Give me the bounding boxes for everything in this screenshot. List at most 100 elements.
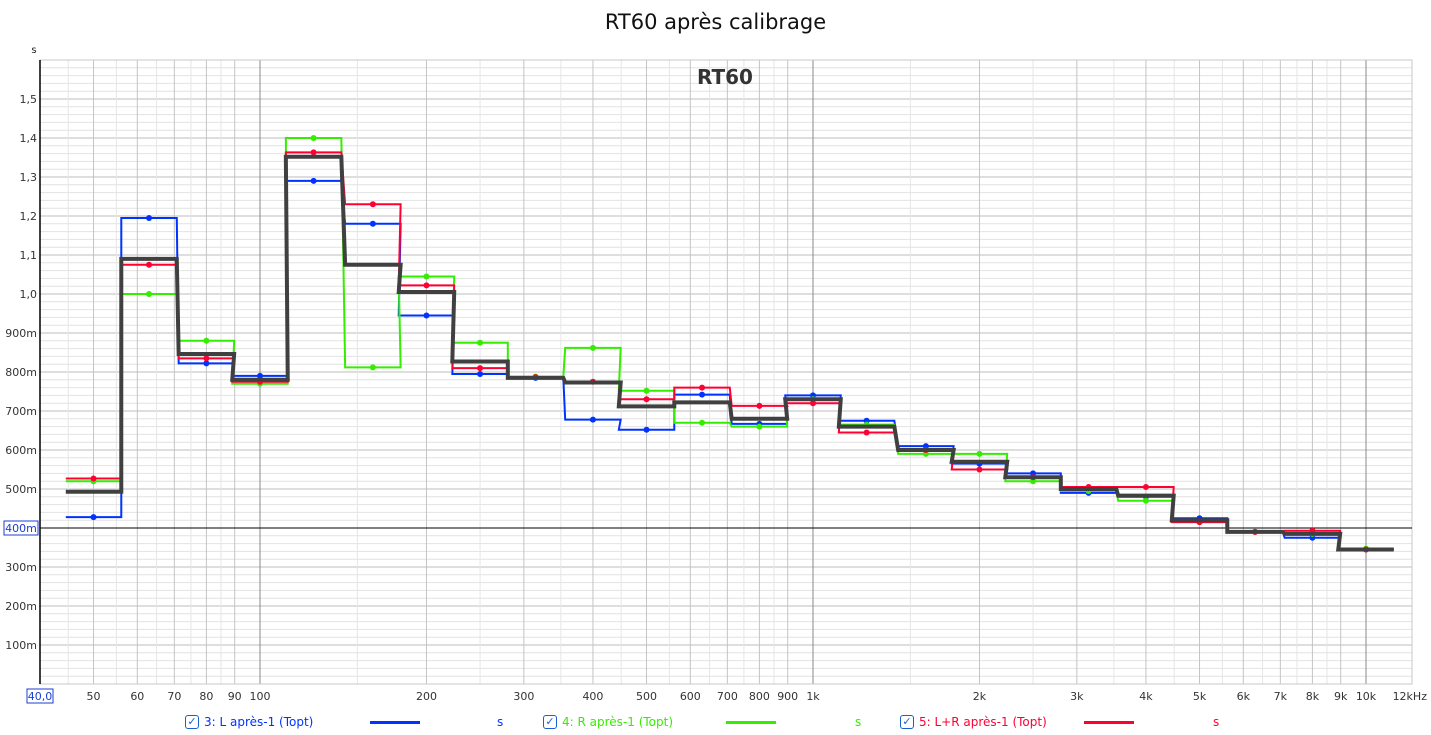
data-point	[203, 360, 210, 367]
y-tick-label: 1,5	[20, 93, 38, 106]
x-tick-label: 70	[167, 690, 181, 703]
x-tick-label: 5k	[1193, 690, 1207, 703]
data-point	[257, 372, 263, 379]
y-tick-label: 900m	[5, 327, 37, 340]
data-point	[310, 135, 317, 141]
y-tick-label: 600m	[5, 444, 37, 457]
x-tick-label: 9k	[1334, 690, 1348, 703]
x-tick-label: 500	[636, 690, 657, 703]
x-tick-label: 7k	[1274, 690, 1288, 703]
x-tick-label: 200	[416, 690, 437, 703]
legend-unit: s	[855, 715, 862, 729]
data-point	[146, 214, 153, 221]
series-line-3	[65, 154, 1394, 552]
x-tick-label: 90	[228, 690, 242, 703]
x-tick-label: 10k	[1356, 690, 1377, 703]
legend-item[interactable]: ✓ 5: L+R après-1 (Topt)	[900, 715, 1047, 729]
data-point	[1142, 497, 1149, 504]
x-tick-label: 100	[250, 690, 271, 703]
data-point	[203, 337, 210, 344]
x-tick-label: 800	[749, 690, 770, 703]
x-tick-label: 900	[777, 690, 798, 703]
y-tick-label: 300m	[5, 561, 37, 574]
cursor-y-box	[3, 520, 39, 536]
y-tick-label: 1,1	[20, 249, 38, 262]
checkbox-checked-icon[interactable]: ✓	[543, 715, 557, 729]
data-point	[976, 466, 983, 473]
legend-item[interactable]: ✓ 4: R après-1 (Topt)	[543, 715, 673, 729]
data-point	[589, 416, 596, 423]
data-point	[423, 282, 430, 289]
legend-label: 5: L+R après-1 (Topt)	[919, 715, 1047, 729]
data-point	[369, 220, 376, 227]
data-point	[699, 391, 706, 398]
x-tick-label: 8k	[1306, 690, 1320, 703]
legend-item[interactable]: ✓ 3: L après-1 (Topt)	[185, 715, 313, 729]
checkbox-checked-icon[interactable]: ✓	[900, 715, 914, 729]
legend-unit: s	[497, 715, 504, 729]
series-line-2	[65, 151, 1394, 551]
data-point	[477, 339, 484, 346]
x-tick-label: 2k	[973, 690, 987, 703]
data-point	[643, 396, 650, 403]
data-point	[423, 312, 430, 319]
x-tick-label: 60	[130, 690, 144, 703]
x-tick-label: 12kHz	[1393, 690, 1428, 703]
x-tick-label: 50	[87, 690, 101, 703]
data-point	[90, 475, 97, 482]
checkbox-checked-icon[interactable]: ✓	[185, 715, 199, 729]
window-title: RT60 après calibrage	[604, 10, 827, 34]
legend-swatch	[726, 721, 776, 724]
y-tick-label: 1,0	[20, 288, 38, 301]
x-tick-label: 4k	[1139, 690, 1153, 703]
x-tick-label: 700	[717, 690, 738, 703]
data-point	[643, 426, 650, 433]
data-point	[423, 273, 430, 280]
data-point	[477, 370, 484, 377]
data-point	[1142, 484, 1149, 491]
cursor-y-label: 400m	[5, 522, 37, 535]
x-tick-label: 400	[582, 690, 603, 703]
legend-swatch	[370, 721, 420, 724]
x-tick-label: 80	[199, 690, 213, 703]
legend-label: 4: R après-1 (Topt)	[562, 715, 674, 729]
data-point	[756, 423, 763, 430]
x-tick-label: 3k	[1070, 690, 1084, 703]
data-point	[699, 384, 706, 391]
data-point	[146, 291, 153, 297]
data-point	[810, 400, 816, 407]
data-point	[90, 514, 97, 521]
x-tick-label: 1k	[806, 690, 820, 703]
data-point	[146, 261, 153, 268]
data-point	[756, 402, 763, 409]
chart-title: RT60	[697, 65, 753, 89]
y-tick-label: 1,3	[20, 171, 38, 184]
legend-swatch	[1084, 721, 1134, 724]
x-tick-label: 600	[680, 690, 701, 703]
y-tick-label: 500m	[5, 483, 37, 496]
legend-label: 3: L après-1 (Topt)	[204, 715, 314, 729]
data-point	[203, 355, 210, 362]
data-point	[310, 149, 317, 156]
legend-unit: s	[1213, 715, 1220, 729]
x-tick-label: 6k	[1237, 690, 1251, 703]
y-axis-unit: s	[31, 45, 36, 56]
data-point	[477, 365, 484, 372]
data-point	[699, 419, 706, 426]
x-tick-label: 300	[513, 690, 534, 703]
data-point	[643, 387, 650, 394]
y-tick-label: 100m	[5, 639, 37, 652]
data-point	[310, 177, 317, 184]
data-point	[976, 450, 983, 457]
y-tick-label: 700m	[5, 405, 37, 418]
data-point	[863, 429, 870, 436]
data-point	[369, 364, 376, 371]
data-point	[369, 201, 376, 208]
y-tick-label: 800m	[5, 366, 37, 379]
y-tick-label: 200m	[5, 600, 37, 613]
cursor-x-label: 40,0	[28, 690, 53, 703]
data-point	[589, 344, 596, 351]
y-tick-label: 1,2	[20, 210, 38, 223]
series-line-0	[65, 179, 1394, 551]
